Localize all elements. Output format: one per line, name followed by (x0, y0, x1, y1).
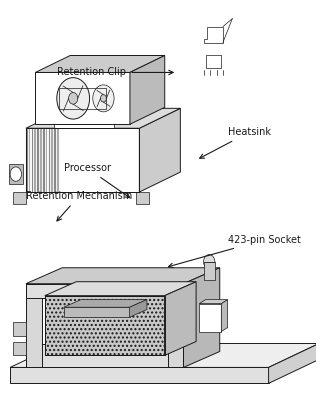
Polygon shape (37, 128, 39, 192)
Polygon shape (45, 296, 164, 356)
Polygon shape (204, 27, 223, 42)
Polygon shape (13, 322, 26, 336)
Polygon shape (45, 282, 196, 296)
Polygon shape (205, 54, 221, 68)
Polygon shape (26, 268, 220, 284)
Polygon shape (136, 192, 149, 204)
Polygon shape (164, 282, 196, 356)
Polygon shape (140, 108, 180, 192)
Polygon shape (204, 262, 215, 280)
Polygon shape (183, 268, 220, 368)
Text: 423-pin Socket: 423-pin Socket (168, 235, 300, 268)
Polygon shape (199, 300, 228, 304)
Polygon shape (52, 128, 53, 192)
Polygon shape (57, 128, 59, 192)
Polygon shape (26, 108, 180, 128)
Circle shape (57, 78, 90, 119)
Polygon shape (29, 128, 30, 192)
Polygon shape (268, 344, 319, 383)
Polygon shape (49, 128, 50, 192)
Polygon shape (10, 368, 268, 383)
Polygon shape (36, 56, 165, 72)
Polygon shape (32, 128, 33, 192)
Circle shape (100, 95, 106, 102)
Polygon shape (13, 342, 26, 356)
Circle shape (204, 255, 215, 269)
Polygon shape (221, 300, 228, 332)
Polygon shape (13, 192, 26, 204)
Polygon shape (130, 300, 147, 317)
Polygon shape (130, 56, 165, 124)
Polygon shape (26, 344, 183, 368)
Text: Heatsink: Heatsink (200, 127, 271, 158)
Polygon shape (26, 128, 140, 192)
Text: Retention Mechanism: Retention Mechanism (26, 191, 132, 221)
Polygon shape (54, 112, 115, 128)
Text: Processor: Processor (64, 163, 130, 198)
Polygon shape (46, 128, 47, 192)
Polygon shape (10, 344, 319, 368)
Polygon shape (40, 128, 42, 192)
Polygon shape (35, 128, 36, 192)
Circle shape (10, 167, 21, 181)
Polygon shape (26, 284, 183, 298)
Polygon shape (36, 72, 130, 124)
Polygon shape (64, 300, 147, 307)
Circle shape (68, 92, 78, 104)
Polygon shape (43, 128, 44, 192)
Text: Retention Clip: Retention Clip (57, 68, 173, 78)
Polygon shape (54, 128, 56, 192)
Polygon shape (168, 284, 183, 368)
Polygon shape (26, 284, 42, 368)
Circle shape (93, 85, 114, 112)
Polygon shape (199, 304, 221, 332)
Polygon shape (9, 164, 23, 184)
Polygon shape (26, 128, 28, 192)
Polygon shape (64, 307, 130, 317)
